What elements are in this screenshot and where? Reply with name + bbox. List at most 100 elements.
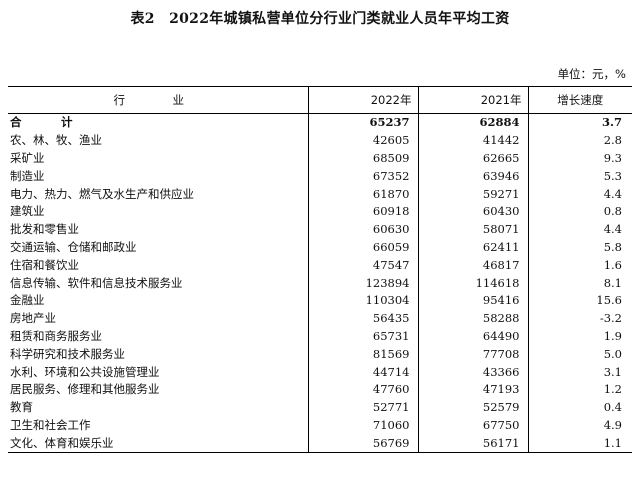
industry-name: 租赁和商务服务业 bbox=[10, 328, 102, 343]
industry-name: 批发和零售业 bbox=[10, 222, 79, 237]
table-row: 农、林、牧、渔业 42605 41442 2.8 bbox=[8, 131, 632, 150]
table-row: 居民服务、修理和其他服务业 47760 47193 1.2 bbox=[8, 380, 632, 399]
industry-name: 信息传输、软件和信息技术服务业 bbox=[10, 275, 183, 290]
wage-2022: 44714 bbox=[307, 363, 418, 381]
growth-rate: 8.1 bbox=[527, 274, 632, 292]
industry-name: 科学研究和技术服务业 bbox=[10, 346, 125, 361]
industry-name: 居民服务、修理和其他服务业 bbox=[10, 382, 160, 397]
industry-name: 教育 bbox=[10, 400, 33, 415]
growth-rate: 5.0 bbox=[527, 345, 632, 364]
wage-2021: 59271 bbox=[417, 185, 528, 203]
wage-2021: 114618 bbox=[417, 274, 528, 292]
industry-name: 卫生和社会工作 bbox=[10, 417, 91, 432]
industry-name: 制造业 bbox=[10, 168, 45, 183]
unit-note: 单位：元，% bbox=[557, 67, 626, 81]
table-row: 电力、热力、燃气及水生产和供应业 61870 59271 4.4 bbox=[8, 185, 632, 203]
table-title: 表2 2022年城镇私营单位分行业门类就业人员年平均工资 bbox=[130, 11, 510, 27]
growth-rate: 3.1 bbox=[527, 363, 632, 381]
wage-2021: 62884 bbox=[417, 113, 528, 132]
wage-2021: 67750 bbox=[417, 416, 528, 435]
wage-2022: 47547 bbox=[307, 256, 418, 275]
growth-rate: 1.2 bbox=[527, 380, 632, 399]
table-row: 制造业 67352 63946 5.3 bbox=[8, 167, 632, 186]
industry-name: 水利、环境和公共设施管理业 bbox=[10, 364, 160, 379]
industry-name: 采矿业 bbox=[10, 150, 45, 165]
wage-2021: 95416 bbox=[417, 291, 528, 310]
table-row: 文化、体育和娱乐业 56769 56171 1.1 bbox=[8, 434, 632, 454]
table-row: 金融业 110304 95416 15.6 bbox=[8, 291, 632, 310]
growth-rate: 5.8 bbox=[527, 238, 632, 257]
header-2021: 2021年 bbox=[417, 86, 528, 114]
wage-2021: 47193 bbox=[417, 380, 528, 399]
industry-name: 农、林、牧、渔业 bbox=[10, 133, 102, 148]
wage-2021: 60430 bbox=[417, 202, 528, 221]
table-row: 建筑业 60918 60430 0.8 bbox=[8, 202, 632, 221]
industry-name: 电力、热力、燃气及水生产和供应业 bbox=[10, 186, 194, 201]
wage-2022: 66059 bbox=[307, 238, 418, 257]
wage-2022: 67352 bbox=[307, 167, 418, 186]
growth-rate: 5.3 bbox=[527, 167, 632, 186]
wage-2021: 63946 bbox=[417, 167, 528, 186]
wage-table: 行 业 2022年 2021年 增长速度 合 计 65237 62884 3.7 农、… bbox=[8, 86, 632, 454]
wage-2021: 62411 bbox=[417, 238, 528, 257]
industry-name: 住宿和餐饮业 bbox=[10, 257, 79, 272]
table-row: 科学研究和技术服务业 81569 77708 5.0 bbox=[8, 345, 632, 364]
wage-2022: 61870 bbox=[307, 185, 418, 203]
wage-2022: 110304 bbox=[307, 291, 418, 310]
industry-name: 交通运输、仓储和邮政业 bbox=[10, 239, 137, 254]
header-row: 行 业 2022年 2021年 增长速度 bbox=[8, 86, 632, 114]
table-row: 批发和零售业 60630 58071 4.4 bbox=[8, 220, 632, 239]
wage-2022: 123894 bbox=[307, 274, 418, 292]
wage-2021: 58288 bbox=[417, 309, 528, 328]
wage-2022: 56769 bbox=[307, 434, 418, 454]
table-row: 合 计 65237 62884 3.7 bbox=[8, 113, 632, 132]
wage-2022: 65237 bbox=[307, 113, 418, 132]
wage-2021: 46817 bbox=[417, 256, 528, 275]
industry-name: 金融业 bbox=[10, 293, 45, 308]
growth-rate: 9.3 bbox=[527, 149, 632, 168]
wage-2021: 41442 bbox=[417, 131, 528, 150]
wage-2022: 65731 bbox=[307, 327, 418, 346]
wage-2022: 52771 bbox=[307, 398, 418, 417]
table-row: 采矿业 68509 62665 9.3 bbox=[8, 149, 632, 168]
table-row: 水利、环境和公共设施管理业 44714 43366 3.1 bbox=[8, 363, 632, 381]
table-row: 租赁和商务服务业 65731 64490 1.9 bbox=[8, 327, 632, 346]
wage-2021: 58071 bbox=[417, 220, 528, 239]
wage-2022: 56435 bbox=[307, 309, 418, 328]
wage-2021: 64490 bbox=[417, 327, 528, 346]
table-row: 教育 52771 52579 0.4 bbox=[8, 398, 632, 417]
wage-2022: 42605 bbox=[307, 131, 418, 150]
wage-2021: 62665 bbox=[417, 149, 528, 168]
wage-2021: 43366 bbox=[417, 363, 528, 381]
wage-2022: 71060 bbox=[307, 416, 418, 435]
wage-2022: 81569 bbox=[307, 345, 418, 364]
wage-2022: 60918 bbox=[307, 202, 418, 221]
growth-rate: 4.9 bbox=[527, 416, 632, 435]
industry-name: 合 计 bbox=[10, 115, 87, 130]
growth-rate: 4.4 bbox=[527, 220, 632, 239]
table-row: 信息传输、软件和信息技术服务业 123894 114618 8.1 bbox=[8, 274, 632, 292]
table-row: 卫生和社会工作 71060 67750 4.9 bbox=[8, 416, 632, 435]
industry-name: 房地产业 bbox=[10, 311, 56, 326]
wage-2021: 52579 bbox=[417, 398, 528, 417]
growth-rate: 1.9 bbox=[527, 327, 632, 346]
growth-rate: 3.7 bbox=[527, 113, 632, 132]
wage-2022: 60630 bbox=[307, 220, 418, 239]
industry-name: 建筑业 bbox=[10, 204, 45, 219]
header-growth: 增长速度 bbox=[527, 86, 632, 114]
table-row: 交通运输、仓储和邮政业 66059 62411 5.8 bbox=[8, 238, 632, 257]
growth-rate: 1.6 bbox=[527, 256, 632, 275]
wage-2022: 47760 bbox=[307, 380, 418, 399]
growth-rate: 4.4 bbox=[527, 185, 632, 203]
growth-rate: 15.6 bbox=[527, 291, 632, 310]
growth-rate: -3.2 bbox=[527, 309, 632, 328]
growth-rate: 2.8 bbox=[527, 131, 632, 150]
header-2022: 2022年 bbox=[307, 86, 418, 114]
table-row: 住宿和餐饮业 47547 46817 1.6 bbox=[8, 256, 632, 275]
growth-rate: 1.1 bbox=[527, 434, 632, 454]
growth-rate: 0.8 bbox=[527, 202, 632, 221]
header-industry: 行 业 bbox=[8, 86, 308, 114]
wage-2021: 77708 bbox=[417, 345, 528, 364]
wage-2021: 56171 bbox=[417, 434, 528, 454]
wage-2022: 68509 bbox=[307, 149, 418, 168]
